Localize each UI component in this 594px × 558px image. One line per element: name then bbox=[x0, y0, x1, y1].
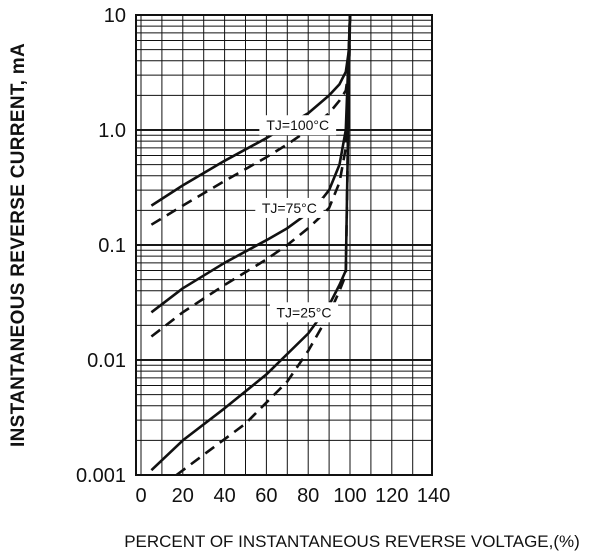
annotation-label: TJ=100°C bbox=[266, 117, 329, 133]
y-tick-label: 0.1 bbox=[98, 235, 126, 257]
curves bbox=[150, 14, 352, 477]
annotation-bg bbox=[259, 115, 337, 136]
curve-6-dashed bbox=[175, 14, 352, 477]
annotation-bg bbox=[255, 197, 324, 218]
x-tick-label: 120 bbox=[375, 485, 408, 507]
annotation-label: TJ=25°C bbox=[277, 304, 332, 320]
x-tick-label: 0 bbox=[135, 485, 146, 507]
curve-3-solid bbox=[150, 14, 352, 314]
plot-frame bbox=[135, 14, 433, 476]
curve-5-solid bbox=[150, 14, 352, 472]
y-tick-label: 0.01 bbox=[87, 350, 126, 372]
curve-1-solid bbox=[150, 14, 352, 207]
annotation-label: TJ=75°C bbox=[262, 200, 317, 216]
grid bbox=[136, 14, 432, 476]
x-tick-label: 80 bbox=[297, 485, 319, 507]
x-tick-label: 140 bbox=[417, 485, 450, 507]
y-axis-title: INSTANTANEOUS REVERSE CURRENT, mA bbox=[8, 43, 29, 447]
y-tick-label: 1.0 bbox=[98, 120, 126, 142]
curve-4-dashed bbox=[150, 14, 352, 338]
x-tick-label: 40 bbox=[213, 485, 235, 507]
annotation-bg bbox=[269, 302, 339, 323]
x-tick-label: 60 bbox=[255, 485, 277, 507]
x-tick-label: 100 bbox=[333, 485, 366, 507]
x-axis-title: PERCENT OF INSTANTANEOUS REVERSE VOLTAGE… bbox=[124, 532, 580, 551]
y-tick-label: 0.001 bbox=[76, 465, 126, 487]
annotations: TJ=100°C TJ=75°C TJ=25°C bbox=[255, 115, 339, 323]
x-tick-label: 20 bbox=[172, 485, 194, 507]
y-tick-label: 10 bbox=[104, 5, 126, 27]
